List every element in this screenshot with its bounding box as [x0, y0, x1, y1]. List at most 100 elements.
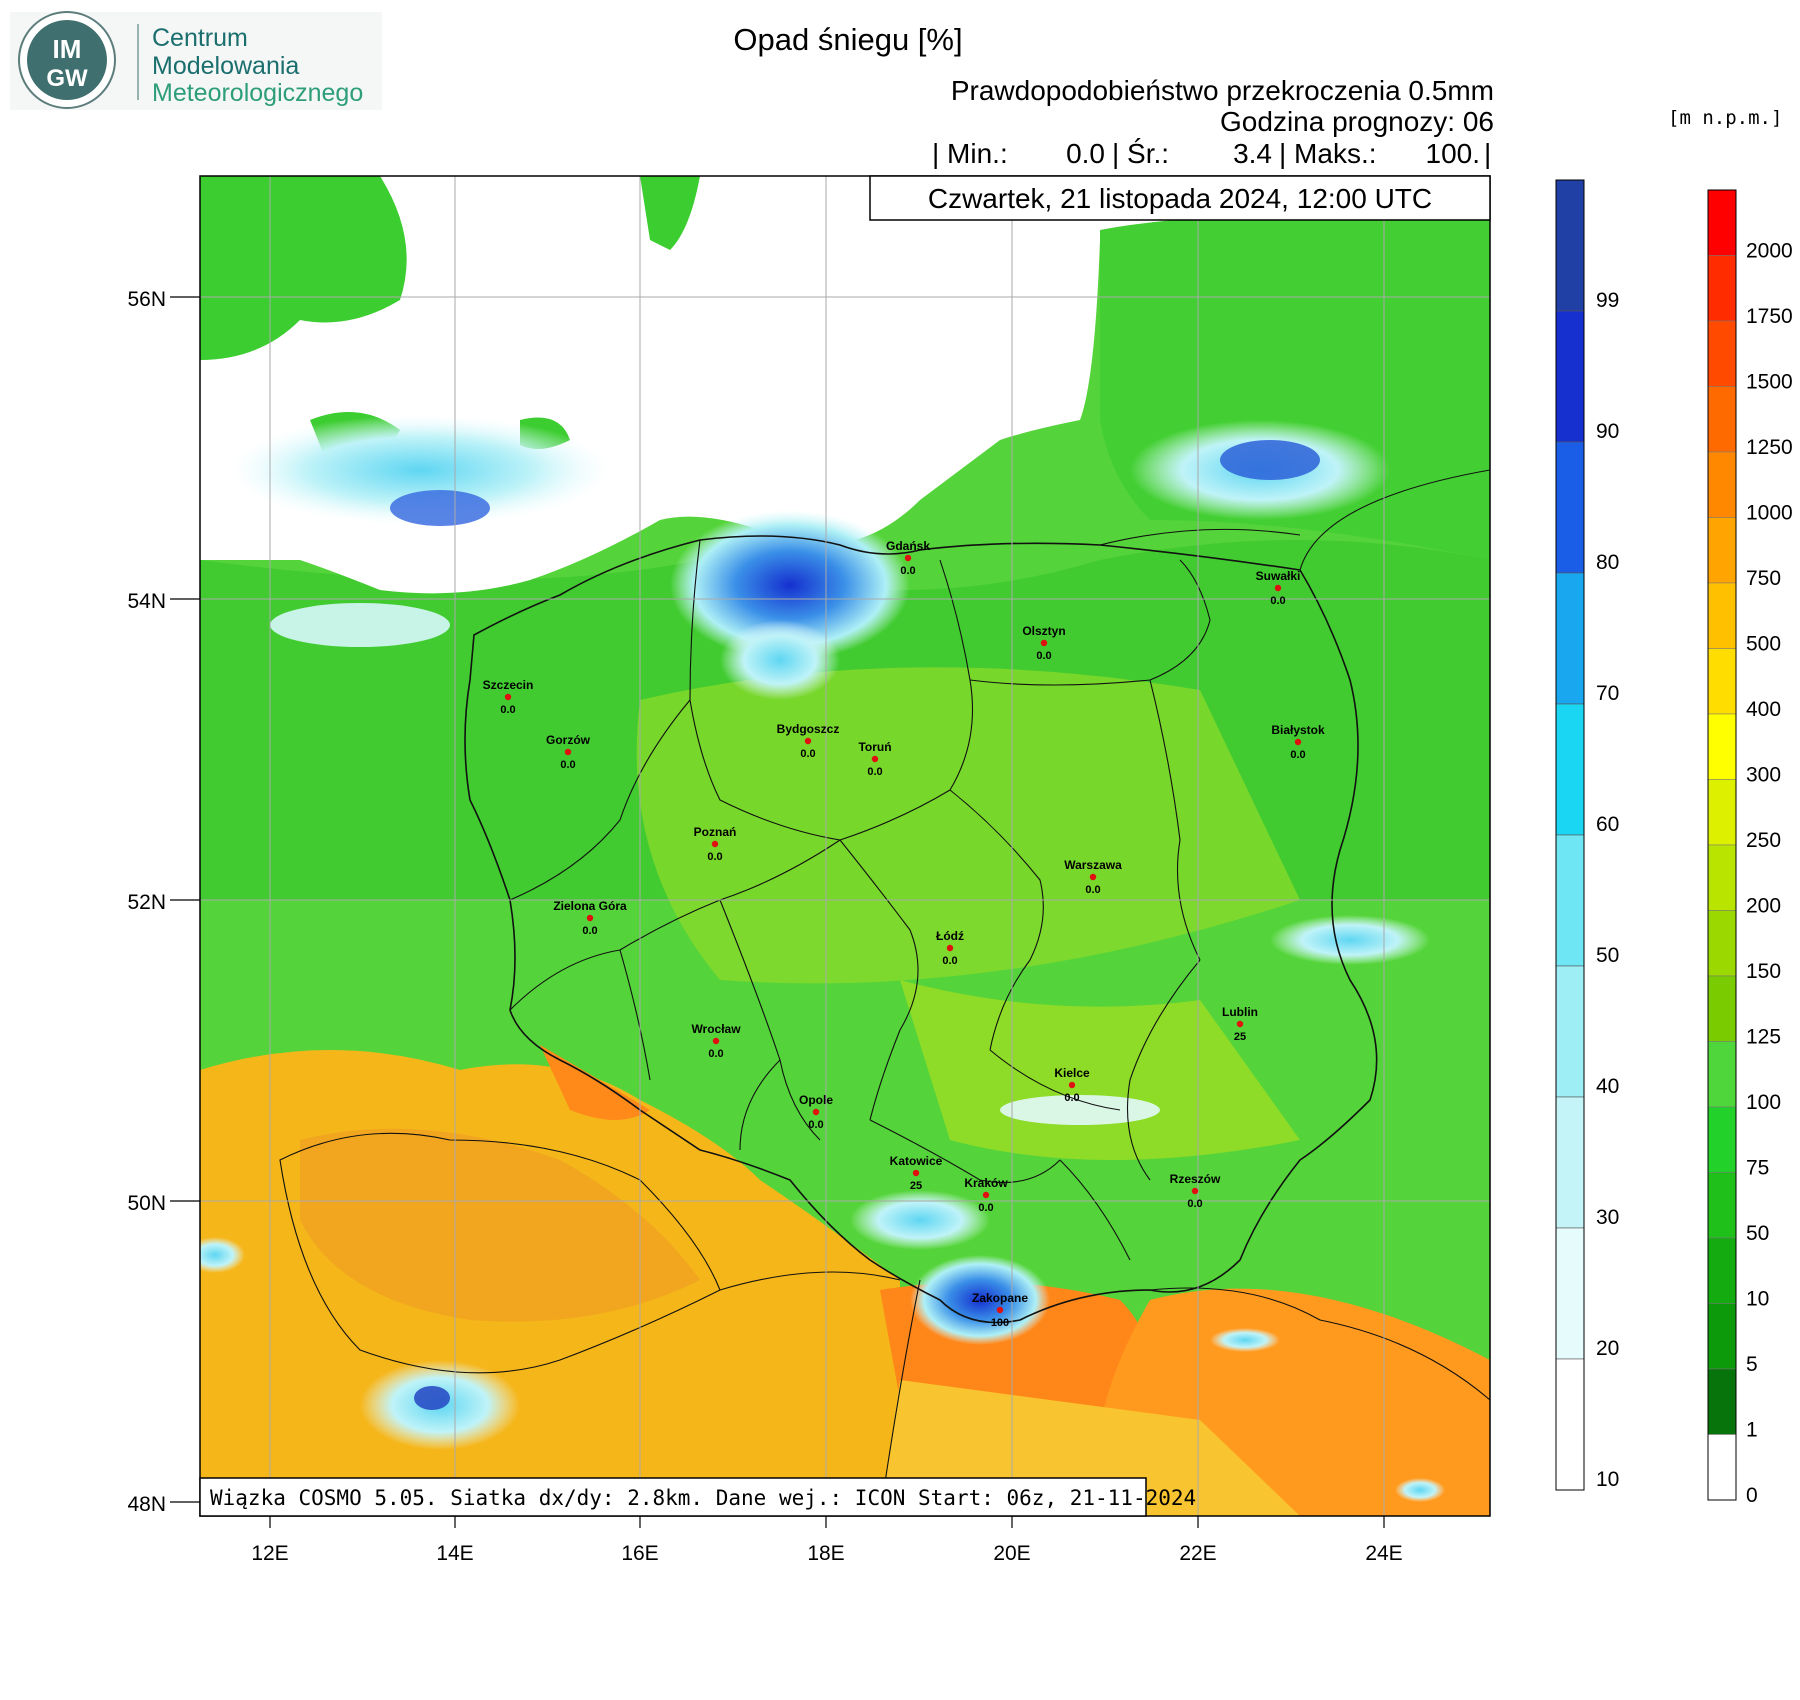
stat-avg-label: | Śr.: — [1112, 137, 1169, 169]
city-dot — [1068, 1081, 1076, 1089]
city-name: Gorzów — [546, 733, 591, 747]
elevation-colorbar: 2000175015001250100075050040030025020015… — [1707, 189, 1793, 1507]
city-name: Suwałki — [1256, 569, 1301, 583]
snow-scale-label: 90 — [1596, 420, 1619, 443]
sweden-south — [200, 176, 407, 360]
city-value: 0.0 — [800, 748, 815, 760]
lon-label: 20E — [993, 1542, 1030, 1565]
city-value: 0.0 — [1064, 1092, 1079, 1104]
logo-badge-top: IM — [53, 34, 82, 64]
height-scale-swatch — [1707, 1303, 1737, 1370]
snow-scale-swatch — [1555, 441, 1585, 574]
height-scale-swatch — [1707, 386, 1737, 453]
city-marker: Rzeszów 0.0 — [1170, 1172, 1221, 1210]
city-value: 0.0 — [900, 565, 915, 577]
city-dot — [1040, 639, 1048, 647]
height-scale-label: 50 — [1746, 1222, 1769, 1245]
snow-scale-label: 60 — [1596, 813, 1619, 836]
city-name: Łódź — [936, 929, 964, 943]
city-marker: Kraków 0.0 — [964, 1176, 1008, 1214]
snow-scale-label: 30 — [1596, 1206, 1619, 1229]
city-value: 0.0 — [867, 766, 882, 778]
city-marker: Kielce 0.0 — [1054, 1066, 1090, 1104]
height-scale-label: 400 — [1746, 698, 1781, 721]
lon-label: 24E — [1365, 1542, 1402, 1565]
city-dot — [564, 748, 572, 756]
footer-box — [199, 1477, 1147, 1517]
datetime-label: Czwartek, 21 listopada 2024, 12:00 UTC — [928, 183, 1432, 214]
snow-area-southeast — [1395, 1478, 1445, 1502]
snow-scale-label: 50 — [1596, 944, 1619, 967]
city-name: Olsztyn — [1022, 624, 1065, 638]
bohemia-core — [300, 1128, 700, 1322]
city-dot — [712, 1037, 720, 1045]
city-marker: Suwałki 0.0 — [1256, 569, 1301, 607]
city-dot — [812, 1108, 820, 1116]
snow-scale-swatch — [1555, 1227, 1585, 1360]
height-scale-label: 5 — [1746, 1353, 1758, 1376]
country-borders — [279, 469, 1490, 1516]
stat-min-value: 0.0 — [1066, 138, 1105, 169]
city-dot — [946, 944, 954, 952]
city-name: Toruń — [858, 740, 891, 754]
city-value: 0.0 — [1290, 749, 1305, 761]
city-name: Rzeszów — [1170, 1172, 1221, 1186]
snow-area-tatra — [910, 1255, 1050, 1345]
city-name: Katowice — [890, 1154, 943, 1168]
city-name: Zakopane — [972, 1291, 1028, 1305]
snow-area-kielce — [1000, 1095, 1160, 1125]
lon-label: 18E — [807, 1542, 844, 1565]
lon-label: 22E — [1179, 1542, 1216, 1565]
height-scale-label: 1750 — [1746, 305, 1793, 328]
height-scale-swatch — [1707, 1172, 1737, 1239]
stat-max-value: 100. — [1426, 138, 1481, 169]
city-marker: Poznań 0.0 — [694, 825, 737, 863]
city-dot — [711, 840, 719, 848]
height-scale-label: 1250 — [1746, 436, 1793, 459]
height-scale-swatch — [1707, 910, 1737, 977]
latitude-axis: 56N 54N 52N 50N 48N — [127, 288, 200, 1516]
city-dot — [1089, 873, 1097, 881]
height-scale-label: 100 — [1746, 1091, 1781, 1114]
city-name: Bydgoszcz — [777, 722, 840, 736]
graticule — [200, 176, 1490, 1516]
city-marker: Szczecin 0.0 — [483, 678, 534, 716]
height-scale-swatch — [1707, 517, 1737, 584]
city-value: 0.0 — [708, 1048, 723, 1060]
city-marker: Gorzów 0.0 — [546, 733, 591, 771]
lat-label: 56N — [127, 288, 166, 311]
logo-line2: Modelowania — [152, 52, 299, 80]
height-scale-swatch — [1707, 320, 1737, 387]
snow-area-lublin — [1270, 915, 1430, 965]
height-scale-label: 75 — [1746, 1157, 1769, 1180]
lat-label: 48N — [127, 1493, 166, 1516]
lat-label: 52N — [127, 891, 166, 914]
logo-seal-center — [27, 20, 107, 100]
city-marker: Zielona Góra 0.0 — [553, 899, 627, 937]
poland-border — [464, 535, 1378, 1324]
city-name: Warszawa — [1064, 858, 1122, 872]
snow-scale-swatch — [1555, 1096, 1585, 1229]
city-dot — [871, 755, 879, 763]
city-marker: Białystok 0.0 — [1271, 723, 1325, 761]
city-value: 0.0 — [1036, 650, 1051, 662]
city-name: Białystok — [1271, 723, 1325, 737]
city-dot — [1274, 584, 1282, 592]
height-scale-swatch — [1707, 844, 1737, 911]
snow-scale-label: 10 — [1596, 1468, 1619, 1491]
snow-scale-swatch — [1555, 1358, 1585, 1491]
height-scale-label: 150 — [1746, 960, 1781, 983]
city-value: 0.0 — [500, 704, 515, 716]
city-marker: Warszawa 0.0 — [1064, 858, 1122, 896]
city-value: 25 — [1234, 1031, 1246, 1043]
stat-min-label: | Min.: — [932, 138, 1008, 169]
city-name: Opole — [799, 1093, 833, 1107]
lon-label: 16E — [621, 1542, 658, 1565]
logo-badge-bottom: GW — [46, 65, 88, 92]
city-marker: Olsztyn 0.0 — [1022, 624, 1065, 662]
oland — [640, 176, 700, 250]
height-scale-swatch — [1707, 779, 1737, 846]
snow-area-kashubia — [720, 620, 840, 700]
height-scale-swatch — [1707, 1237, 1737, 1304]
